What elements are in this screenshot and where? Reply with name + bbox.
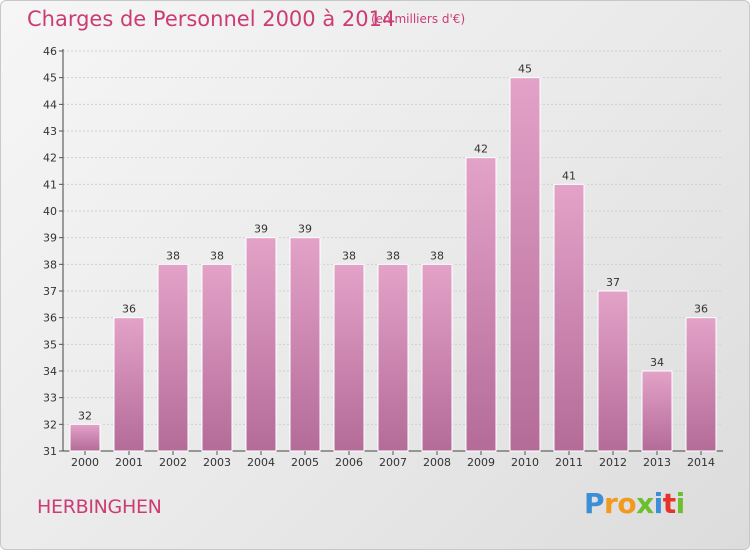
data-labels: 32 36 38 38 39 39 38 38 38 42 45 41 37 34 36 bbox=[78, 63, 708, 423]
bar bbox=[201, 263, 233, 452]
x-tick-label: 2014 bbox=[687, 456, 715, 469]
data-label: 38 bbox=[166, 249, 180, 262]
logo-letter: o bbox=[617, 487, 637, 520]
y-tick-label: 46 bbox=[43, 45, 57, 58]
data-label: 39 bbox=[298, 223, 312, 236]
y-tick-label: 34 bbox=[43, 365, 57, 378]
proxiti-logo: Proxiti bbox=[584, 487, 685, 520]
y-tick-label: 41 bbox=[43, 178, 57, 191]
bar bbox=[553, 183, 585, 452]
y-tick-label: 33 bbox=[43, 392, 57, 405]
bar bbox=[113, 317, 145, 452]
logo-letter: t bbox=[662, 487, 676, 520]
bar bbox=[597, 290, 629, 452]
logo-letter: i bbox=[653, 487, 664, 520]
bar bbox=[465, 157, 497, 452]
y-tick-label: 38 bbox=[43, 258, 57, 271]
bar bbox=[245, 237, 277, 452]
y-tick-label: 43 bbox=[43, 125, 57, 138]
x-tick-labels: 2000 2001 2002 2003 2004 2005 2006 2007 2008 2009… bbox=[71, 451, 715, 469]
x-tick-label: 2011 bbox=[555, 456, 583, 469]
bar bbox=[685, 317, 717, 452]
bar bbox=[157, 263, 189, 452]
x-tick-label: 2007 bbox=[379, 456, 407, 469]
y-tick-label: 45 bbox=[43, 72, 57, 85]
bar bbox=[421, 263, 453, 452]
y-tick-labels: 31 32 33 34 35 36 37 38 39 40 41 42 43 44 45 46 bbox=[43, 45, 57, 458]
chart-title: Charges de Personnel 2000 à 2014 bbox=[27, 7, 396, 31]
x-tick-label: 2008 bbox=[423, 456, 451, 469]
data-label: 45 bbox=[518, 63, 532, 76]
data-label: 41 bbox=[562, 169, 576, 182]
y-tick-label: 40 bbox=[43, 205, 57, 218]
x-tick-label: 2012 bbox=[599, 456, 627, 469]
x-tick-label: 2001 bbox=[115, 456, 143, 469]
data-label: 42 bbox=[474, 143, 488, 156]
data-label: 39 bbox=[254, 223, 268, 236]
y-tick-label: 31 bbox=[43, 445, 57, 458]
bar bbox=[641, 370, 673, 452]
chart-subtitle: (en milliers d'€) bbox=[371, 12, 466, 26]
commune-name: HERBINGHEN bbox=[37, 496, 162, 518]
bar bbox=[69, 423, 101, 452]
logo-letter: P bbox=[584, 487, 605, 520]
y-tick-label: 32 bbox=[43, 418, 57, 431]
x-tick-label: 2002 bbox=[159, 456, 187, 469]
data-label: 37 bbox=[606, 276, 620, 289]
logo-letter: x bbox=[636, 487, 654, 520]
x-tick-label: 2000 bbox=[71, 456, 99, 469]
x-tick-label: 2004 bbox=[247, 456, 275, 469]
x-tick-label: 2009 bbox=[467, 456, 495, 469]
data-label: 36 bbox=[694, 303, 708, 316]
data-label: 38 bbox=[342, 249, 356, 262]
bar bbox=[333, 263, 365, 452]
x-tick-label: 2006 bbox=[335, 456, 363, 469]
y-tick-label: 35 bbox=[43, 338, 57, 351]
x-tick-label: 2010 bbox=[511, 456, 539, 469]
y-tick-label: 37 bbox=[43, 285, 57, 298]
y-tick-label: 39 bbox=[43, 232, 57, 245]
bars bbox=[69, 77, 717, 452]
x-tick-label: 2013 bbox=[643, 456, 671, 469]
x-tick-label: 2003 bbox=[203, 456, 231, 469]
data-label: 38 bbox=[430, 249, 444, 262]
y-tick-label: 36 bbox=[43, 312, 57, 325]
data-label: 38 bbox=[210, 249, 224, 262]
y-tick-label: 42 bbox=[43, 152, 57, 165]
data-label: 38 bbox=[386, 249, 400, 262]
bar bbox=[289, 237, 321, 452]
bar bbox=[377, 263, 409, 452]
logo-letter: i bbox=[675, 487, 686, 520]
data-label: 34 bbox=[650, 356, 664, 369]
logo-letter: r bbox=[604, 487, 618, 520]
x-tick-label: 2005 bbox=[291, 456, 319, 469]
bar bbox=[509, 77, 541, 452]
data-label: 36 bbox=[122, 303, 136, 316]
data-label: 32 bbox=[78, 409, 92, 422]
y-tick-label: 44 bbox=[43, 98, 57, 111]
